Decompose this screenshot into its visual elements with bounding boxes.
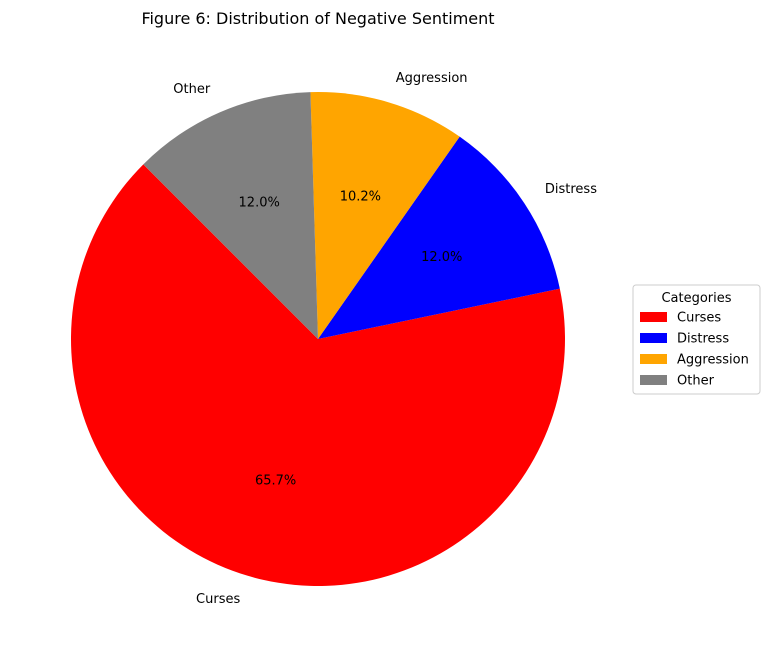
pie-slice-curses: [71, 164, 565, 587]
slice-label-curses: Curses: [196, 592, 240, 607]
legend-swatch-curses: [640, 312, 667, 322]
pct-label-distress: 12.0%: [421, 250, 462, 265]
chart-title: Figure 6: Distribution of Negative Senti…: [141, 9, 494, 28]
pct-label-other: 12.0%: [239, 195, 280, 210]
legend-label-aggression: Aggression: [677, 353, 749, 368]
legend-swatch-aggression: [640, 354, 667, 364]
pie-slices: [71, 92, 565, 587]
legend-label-curses: Curses: [677, 311, 721, 326]
legend-swatch-other: [640, 375, 667, 385]
pie-slice-aggression: [310, 92, 460, 340]
legend: Categories Curses Distress Aggression Other: [632, 284, 761, 395]
slice-label-aggression: Aggression: [396, 71, 468, 86]
legend-title: Categories: [661, 291, 731, 306]
pie-slice-other: [143, 92, 318, 340]
legend-items: Curses Distress Aggression Other: [640, 311, 749, 389]
legend-swatch-distress: [640, 333, 667, 343]
legend-label-other: Other: [677, 374, 715, 389]
pie-slice-distress: [318, 136, 560, 339]
percentage-labels: 65.7% 12.0% 10.2% 12.0%: [239, 189, 463, 488]
slice-label-other: Other: [173, 82, 211, 97]
pct-label-aggression: 10.2%: [340, 189, 381, 204]
slice-label-distress: Distress: [545, 182, 597, 197]
legend-label-distress: Distress: [677, 332, 729, 347]
slice-labels: Curses Distress Aggression Other: [173, 71, 597, 607]
pct-label-curses: 65.7%: [255, 474, 296, 489]
